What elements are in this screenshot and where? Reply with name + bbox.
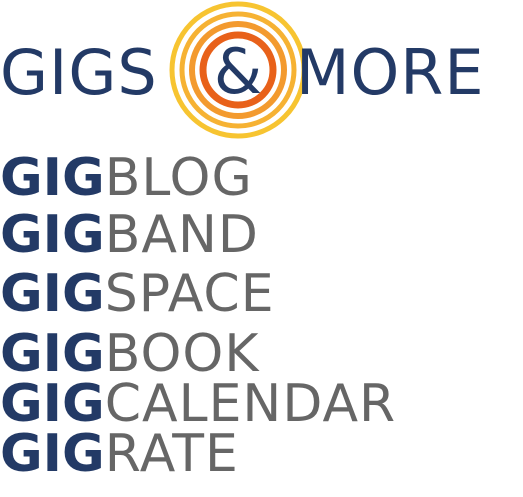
row-suffix: BLOG [104, 148, 253, 208]
concentric-rings-icon [169, 1, 307, 139]
gig-row-book: GIGBOOK [0, 326, 259, 382]
row-suffix: CALENDAR [104, 374, 397, 434]
gig-row-blog: GIGBLOG [0, 150, 253, 206]
logo-word-gigs: GIGS [0, 36, 158, 109]
row-suffix: SPACE [104, 264, 275, 324]
row-prefix: GIG [0, 264, 105, 324]
row-suffix: BOOK [104, 324, 260, 384]
row-prefix: GIG [0, 424, 105, 484]
row-prefix: GIG [0, 205, 105, 265]
gigs-and-more-logo: GIGS & MORE [0, 0, 523, 140]
row-suffix: BAND [104, 205, 259, 265]
gig-row-space: GIGSPACE [0, 266, 275, 322]
gig-row-rate: GIGRATE [0, 426, 239, 482]
logo-word-more: MORE [296, 36, 485, 109]
row-prefix: GIG [0, 374, 105, 434]
gig-row-calendar: GIGCALENDAR [0, 376, 396, 432]
row-suffix: RATE [104, 424, 239, 484]
gig-row-band: GIGBAND [0, 207, 259, 263]
logo-ampersand: & [213, 35, 263, 108]
row-prefix: GIG [0, 324, 105, 384]
row-prefix: GIG [0, 148, 105, 208]
